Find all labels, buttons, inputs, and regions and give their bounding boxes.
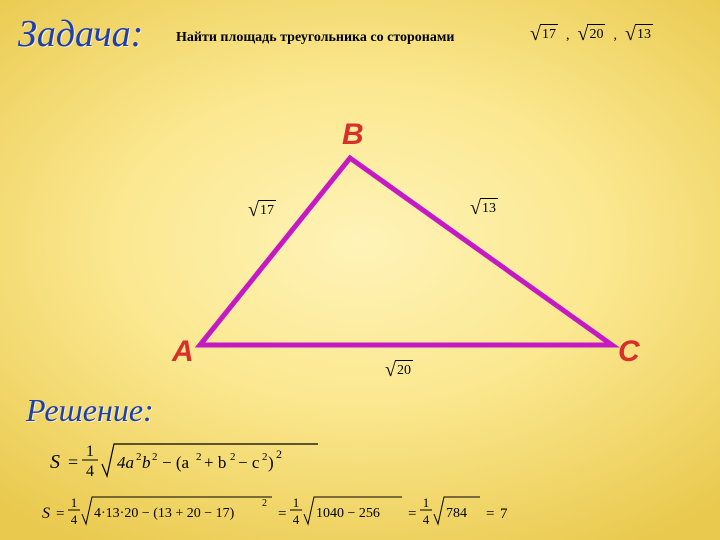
vertex-a: A (172, 335, 194, 369)
svg-text:2: 2 (276, 447, 282, 461)
side-sqrt-17: √17 (530, 24, 558, 46)
svg-text:2: 2 (230, 451, 236, 463)
comma: , (564, 28, 572, 46)
svg-text:2: 2 (196, 451, 202, 463)
svg-text:4: 4 (86, 463, 94, 480)
svg-text:1: 1 (293, 495, 300, 510)
svg-text:1: 1 (71, 495, 78, 510)
svg-text:=: = (68, 452, 78, 472)
svg-text:− (a: − (a (162, 453, 189, 472)
problem-text: Найти площадь треугольника со сторонами (176, 30, 454, 46)
svg-text:=: = (408, 506, 416, 522)
svg-text:2: 2 (262, 451, 268, 463)
svg-text:S: S (50, 451, 60, 473)
title-zadacha: Задача: (18, 12, 143, 56)
svg-text:4: 4 (293, 512, 300, 527)
triangle-svg (150, 110, 630, 370)
side-sqrt-13: √13 (625, 24, 653, 46)
svg-text:7: 7 (500, 506, 508, 522)
vertex-c: C (618, 335, 640, 369)
svg-text:1: 1 (423, 495, 430, 510)
svg-text:S: S (42, 505, 50, 522)
svg-text:): ) (268, 453, 274, 472)
svg-text:=: = (278, 506, 286, 522)
svg-text:2: 2 (136, 451, 142, 463)
side-bc-label: √13 (470, 198, 498, 220)
svg-text:+ b: + b (204, 453, 226, 472)
formula-general: S = 1 4 4a 2 b 2 − (a 2 + b 2 − c 2 ) 2 (50, 438, 350, 482)
svg-text:− c: − c (238, 453, 260, 472)
svg-text:=: = (486, 506, 494, 522)
svg-text:2: 2 (152, 451, 158, 463)
vertex-b: B (342, 118, 364, 152)
svg-text:=: = (56, 506, 64, 522)
svg-text:1040 − 256: 1040 − 256 (316, 506, 380, 521)
svg-text:4a: 4a (117, 453, 134, 472)
problem-sides: √17 , √20 , √13 (530, 24, 653, 46)
svg-text:b: b (142, 453, 151, 472)
title-reshenie: Решение: (26, 392, 154, 429)
side-ac-label: √20 (385, 360, 413, 382)
comma: , (611, 28, 619, 46)
svg-text:4: 4 (71, 512, 78, 527)
side-sqrt-20: √20 (577, 24, 605, 46)
svg-text:4: 4 (423, 512, 430, 527)
svg-text:1: 1 (86, 443, 94, 460)
svg-text:784: 784 (446, 506, 467, 521)
side-ab-label: √17 (248, 200, 276, 222)
formula-calculation: S = 1 4 4·13·20 − (13 + 20 − 17) 2 = 1 4… (42, 492, 602, 532)
svg-text:2: 2 (262, 498, 267, 509)
svg-text:4·13·20 − (13 + 20 − 17): 4·13·20 − (13 + 20 − 17) (94, 506, 235, 521)
triangle-diagram: A B C √17 √13 √20 (150, 110, 630, 370)
